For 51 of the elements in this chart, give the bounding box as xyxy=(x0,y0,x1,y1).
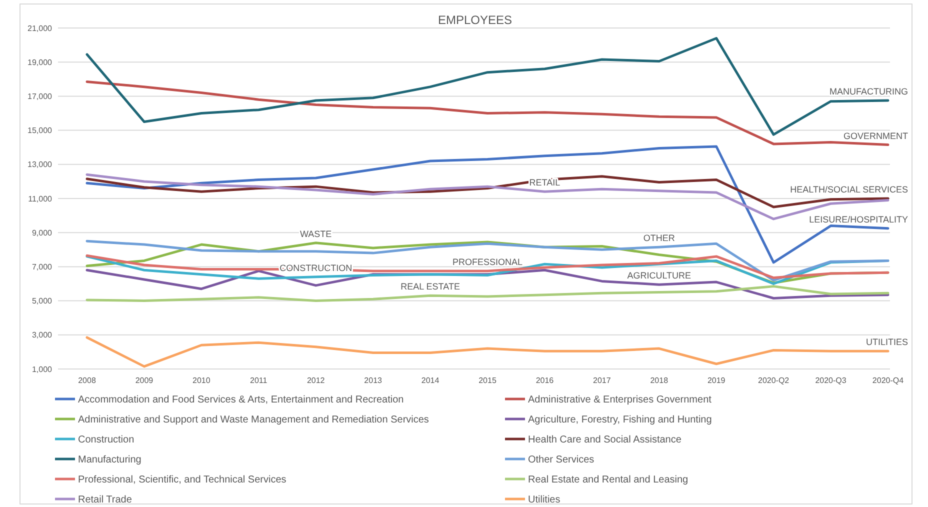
y-tick-label: 15,000 xyxy=(28,126,53,136)
annotation: WASTE xyxy=(300,228,332,239)
x-tick-label: 2017 xyxy=(593,376,612,385)
annotation: LEISURE/HOSPITALITY xyxy=(809,214,908,224)
x-tick-label: 2014 xyxy=(421,376,440,385)
line-series xyxy=(86,254,890,280)
y-tick-label: 9,000 xyxy=(32,228,53,238)
y-tick-label: 17,000 xyxy=(28,92,53,101)
annotation: GOVERNMENT xyxy=(843,130,908,141)
y-tick-label: 21,000 xyxy=(28,24,53,33)
legend-label: Administrative and Support and Waste Management and Remediation Services xyxy=(78,414,429,426)
y-tick-label: 7,000 xyxy=(32,262,53,272)
annotation: OTHER xyxy=(643,233,676,244)
legend-label: Real Estate and Rental and Leasing xyxy=(528,474,688,486)
chart-title: EMPLOYEES xyxy=(438,13,512,27)
legend-label: Professional, Scientific, and Technical Services xyxy=(78,474,286,486)
line-series xyxy=(86,285,890,302)
x-tick-label: 2015 xyxy=(478,376,497,385)
x-tick-label: 2008 xyxy=(78,376,96,385)
legend-label: Health Care and Social Assistance xyxy=(528,434,682,446)
legend-label: Utilities xyxy=(528,494,560,506)
y-tick-label: 3,000 xyxy=(32,330,53,340)
x-tick-label: 2013 xyxy=(364,376,383,385)
legend-label: Agriculture, Forestry, Fishing and Hunting xyxy=(528,414,712,426)
x-tick-label: 2020-Q3 xyxy=(815,376,847,385)
legend-label: Other Services xyxy=(528,454,594,466)
legend-label: Construction xyxy=(78,434,134,446)
x-tick-label: 2016 xyxy=(536,376,554,385)
x-tick-label: 2018 xyxy=(650,376,669,385)
y-tick-label: 19,000 xyxy=(28,58,53,67)
legend-label: Accommodation and Food Services & Arts, Entertainment and Recreation xyxy=(78,394,404,406)
annotation: AGRICULTURE xyxy=(627,270,692,281)
legend-label: Retail Trade xyxy=(78,494,132,506)
x-tick-label: 2020-Q2 xyxy=(758,376,790,385)
annotation: UTILITIES xyxy=(866,337,908,348)
x-tick-label: 2019 xyxy=(707,376,726,385)
x-tick-label: 2010 xyxy=(192,376,211,385)
x-tick-label: 2012 xyxy=(306,376,326,385)
y-tick-label: 1,000 xyxy=(32,364,53,374)
y-tick-label: 11,000 xyxy=(28,194,53,204)
y-tick-label: 13,000 xyxy=(28,160,53,170)
annotation: REAL ESTATE xyxy=(400,282,460,292)
annotation: MANUFACTURING xyxy=(830,86,908,96)
x-tick-label: 2011 xyxy=(250,376,268,385)
legend-label: Manufacturing xyxy=(78,454,142,466)
x-tick-label: 2009 xyxy=(135,376,154,385)
annotation: HEALTH/SOCIAL SERVICES xyxy=(790,184,908,194)
x-tick-label: 2020-Q4 xyxy=(872,376,904,385)
annotation: PROFESSIONAL xyxy=(452,256,523,267)
y-tick-label: 5,000 xyxy=(32,296,53,306)
legend-label: Administrative & Enterprises Government xyxy=(528,394,712,406)
